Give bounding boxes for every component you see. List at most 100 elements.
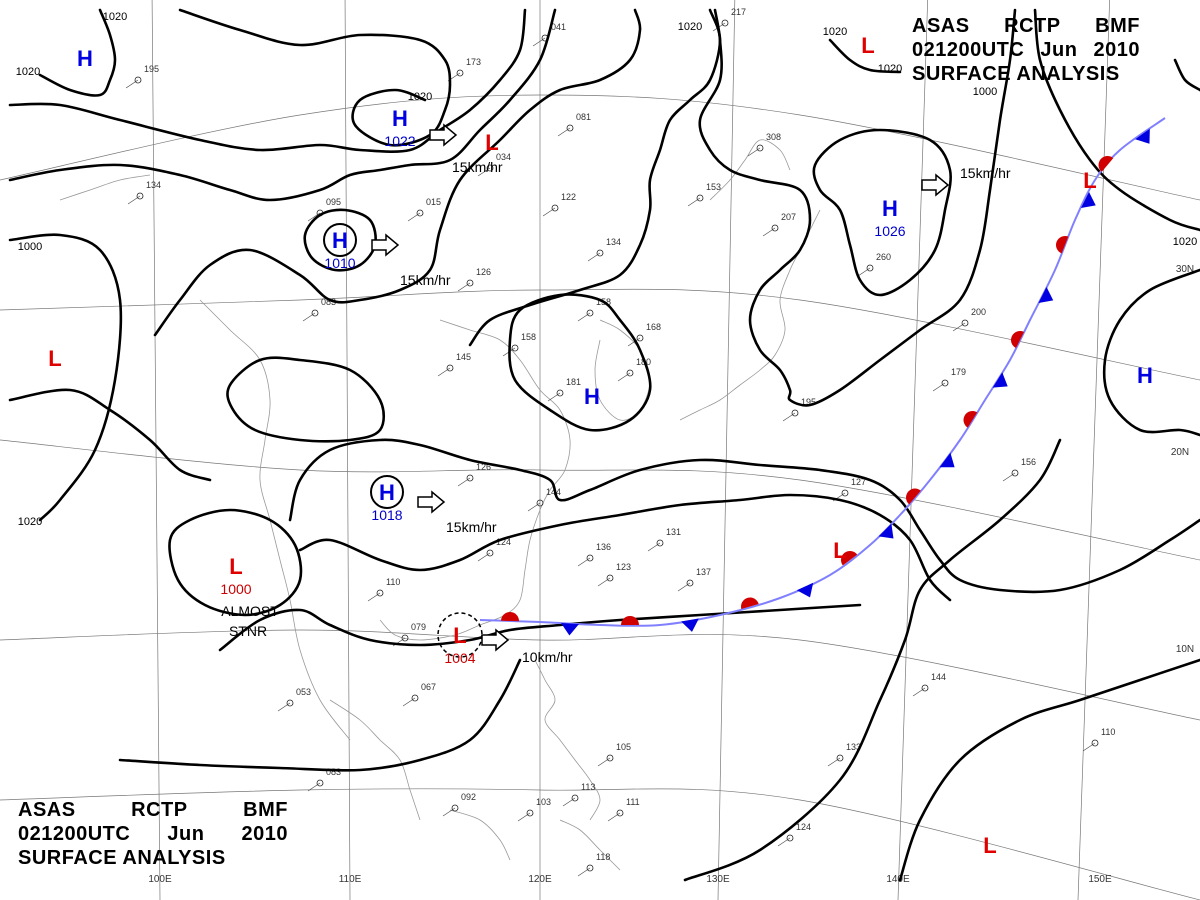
coastline <box>199 299 351 741</box>
station-circle <box>136 192 144 200</box>
station-circle <box>656 539 664 547</box>
station-pressure: 095 <box>326 197 341 207</box>
station-pressure: 131 <box>666 527 681 537</box>
station-pressure: 168 <box>646 322 661 332</box>
header-bottom-line1: ASAS RCTP BMF <box>18 798 288 822</box>
isobar <box>898 658 1200 882</box>
low-pressure-center: L <box>48 346 61 371</box>
wind-barb <box>127 195 141 205</box>
wind-barb <box>437 367 451 377</box>
station-plot: 127 <box>832 477 866 502</box>
isobar <box>1102 268 1200 437</box>
station-plot: 134 <box>587 237 621 262</box>
cold-front-triangle <box>878 523 894 539</box>
header-bottom-month: Jun <box>167 823 205 845</box>
cold-front-triangle <box>796 582 814 598</box>
cold-front-triangle <box>681 618 699 632</box>
isobar <box>828 38 902 74</box>
station-circle <box>486 549 494 557</box>
station-circle <box>286 699 294 707</box>
station-circle <box>841 489 849 497</box>
wind-barb <box>517 812 531 822</box>
meridian-line <box>344 0 351 900</box>
low-pressure-center: L <box>983 833 996 858</box>
station-pressure: 136 <box>596 542 611 552</box>
cold-front-triangle <box>1080 191 1096 209</box>
longitude-label: 140E <box>886 874 910 885</box>
wind-barb <box>125 79 139 89</box>
cold-front-triangle <box>1038 286 1054 304</box>
station-pressure: 181 <box>566 377 581 387</box>
header-top-title: SURFACE ANALYSIS <box>912 63 1120 85</box>
header-bottom-code2: RCTP <box>131 799 188 821</box>
center-ring <box>370 475 404 509</box>
station-circle <box>606 574 614 582</box>
header-top-month: Jun <box>1040 39 1078 61</box>
movement-arrow <box>429 123 458 147</box>
wind-barb <box>277 702 291 712</box>
isobar <box>8 233 123 522</box>
station-circle <box>626 369 634 377</box>
station-pressure: 308 <box>766 132 781 142</box>
station-plot: 200 <box>952 307 986 332</box>
station-circle <box>941 379 949 387</box>
station-circle <box>836 754 844 762</box>
high-pressure-center: H 1022 <box>384 106 415 149</box>
station-plot: 153 <box>687 182 721 207</box>
wind-barb <box>577 557 591 567</box>
station-circle <box>411 694 419 702</box>
wind-barb <box>407 212 421 222</box>
station-circle <box>401 634 409 642</box>
isobar <box>1033 8 1200 232</box>
wind-barb <box>587 252 601 262</box>
movement-speed: 15km/hr <box>452 159 503 175</box>
low-label: L <box>485 130 498 155</box>
wind-barb <box>542 207 556 217</box>
low-pressure-center: L <box>485 130 498 155</box>
wind-barb <box>402 697 416 707</box>
station-plot: 181 <box>547 377 581 402</box>
latitude-label: 30N <box>1176 264 1194 275</box>
isobar <box>226 356 386 443</box>
header-bottom-line2: 021200UTC Jun 2010 <box>18 822 288 846</box>
station-plot: 110 <box>367 577 400 602</box>
high-label: H <box>584 384 600 409</box>
isobar <box>38 8 117 97</box>
warm-front-semicircle <box>621 616 639 625</box>
header-top-year: 2010 <box>1093 39 1140 61</box>
station-circle <box>551 204 559 212</box>
latitude-label: 20N <box>1171 447 1189 458</box>
station-circle <box>134 76 142 84</box>
central-pressure-value: 1000 <box>220 581 251 597</box>
station-circle <box>571 794 579 802</box>
wind-barb <box>577 867 591 877</box>
coastline <box>594 319 651 421</box>
isobar <box>118 658 522 772</box>
station-circle <box>526 809 534 817</box>
header-top-line1: ASAS RCTP BMF <box>912 14 1140 38</box>
station-pressure: 145 <box>456 352 471 362</box>
wind-barb <box>1082 742 1096 752</box>
wind-barb <box>687 197 701 207</box>
header-top: ASAS RCTP BMF 021200UTC Jun 2010 SURFACE… <box>912 14 1140 86</box>
station-circle <box>1011 469 1019 477</box>
longitude-label: 150E <box>1088 874 1112 885</box>
station-circle <box>466 474 474 482</box>
station-pressure: 111 <box>626 797 640 807</box>
station-plot: 118 <box>577 852 610 877</box>
header-top-line2: 021200UTC Jun 2010 <box>912 38 1140 62</box>
isobar <box>298 493 952 602</box>
header-top-time: 021200UTC <box>912 39 1025 61</box>
longitude-label: 130E <box>706 874 730 885</box>
isobar <box>288 438 1200 594</box>
coastline <box>559 819 621 871</box>
isobar-label: 1020 <box>18 516 42 528</box>
station-pressure: 110 <box>386 577 400 587</box>
station-pressure: 105 <box>616 742 631 752</box>
station-pressure: 260 <box>876 252 891 262</box>
parallel-line <box>0 788 1200 900</box>
station-circle <box>606 754 614 762</box>
isobar-label: 1020 <box>1173 236 1197 248</box>
